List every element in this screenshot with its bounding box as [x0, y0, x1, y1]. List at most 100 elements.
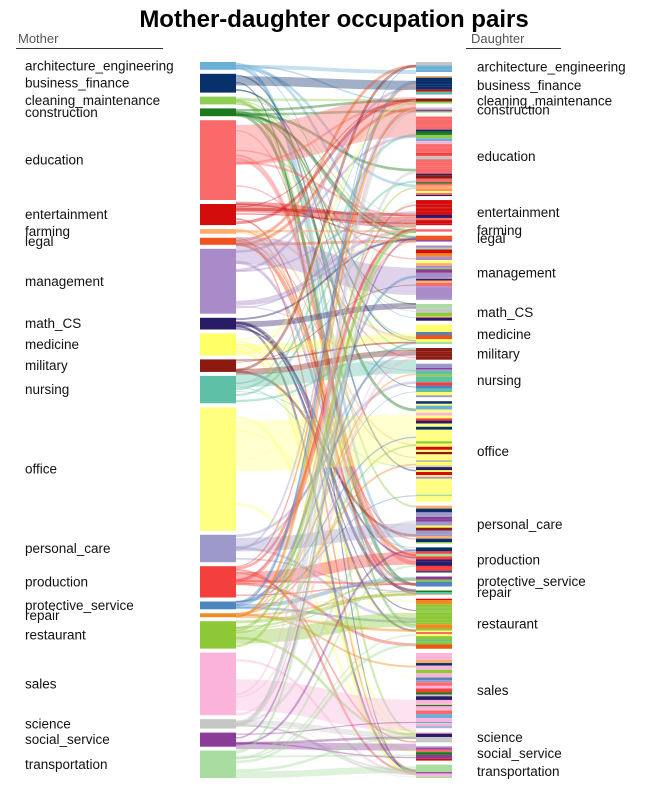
daughter-segment — [416, 211, 452, 215]
flow-farming-to-medicine — [235, 229, 417, 340]
daughter-node-office — [416, 401, 452, 502]
daughter-segment — [416, 189, 452, 191]
daughter-segment — [416, 89, 452, 92]
daughter-segment — [416, 339, 452, 342]
flow-medicine-to-transportation — [235, 347, 417, 775]
daughter-segment — [416, 405, 452, 410]
daughter-label-protective_service: protective_service — [477, 574, 586, 589]
daughter-segment — [416, 590, 452, 592]
daughter-segment — [416, 207, 452, 209]
daughter-segment — [416, 144, 452, 148]
flow-construction-to-education — [235, 111, 417, 172]
daughter-label-medicine: medicine — [477, 327, 531, 342]
daughter-segment — [416, 710, 452, 715]
daughter-segment — [416, 508, 452, 513]
daughter-label-social_service: social_service — [477, 746, 562, 761]
flow-construction-to-protective_service — [235, 113, 417, 586]
flow-layer — [235, 62, 417, 779]
daughter-segment — [416, 688, 452, 693]
daughter-segment — [416, 420, 452, 424]
daughter-label-repair: repair — [477, 585, 512, 600]
daughter-segment — [416, 107, 452, 110]
flow-repair-to-construction — [235, 106, 417, 618]
flow-transportation-to-science — [235, 736, 417, 772]
daughter-segment — [416, 776, 452, 778]
flow-science-to-science — [235, 725, 417, 739]
flow-restaurant-to-farming — [235, 229, 417, 648]
daughter-segment — [416, 592, 452, 595]
daughter-label-business_finance: business_finance — [477, 78, 581, 93]
daughter-segment — [416, 604, 452, 608]
mother-label-architecture_engineering: architecture_engineering — [25, 58, 174, 73]
flow-legal-to-transportation — [235, 237, 417, 771]
flow-entertainment-to-entertainment — [235, 213, 417, 224]
daughter-segment — [416, 559, 452, 562]
flow-business_finance-to-office — [235, 74, 417, 472]
flow-sales-to-transportation — [235, 659, 417, 775]
flow-architecture_engineering-to-production — [235, 65, 417, 554]
daughter-segment — [416, 619, 452, 623]
daughter-segment — [416, 376, 452, 378]
mother-label-management: management — [25, 274, 104, 289]
flow-nursing-to-education — [235, 180, 417, 397]
daughter-segment — [416, 561, 452, 566]
daughter-label-management: management — [477, 265, 556, 280]
flow-math_CS-to-restaurant — [235, 321, 417, 632]
daughter-segment — [416, 182, 452, 184]
daughter-segment — [416, 494, 452, 497]
flow-construction-to-office — [235, 112, 417, 412]
daughter-segment — [416, 155, 452, 160]
flow-legal-to-protective_service — [235, 243, 417, 586]
flow-personal_care-to-military — [235, 352, 417, 549]
flow-math_CS-to-legal — [235, 238, 417, 321]
mother-label-protective_service: protective_service — [25, 598, 134, 613]
daughter-segment — [416, 748, 452, 750]
daughter-segment — [416, 86, 452, 90]
daughter-segment — [416, 571, 452, 573]
daughter-segment — [416, 553, 452, 557]
daughter-segment — [416, 692, 452, 695]
flow-science-to-farming — [235, 229, 417, 726]
flow-construction-to-construction — [235, 109, 417, 116]
daughter-node-science — [416, 732, 452, 743]
daughter-segment — [416, 723, 452, 727]
mother-node-layer — [200, 62, 236, 778]
mother-node-transportation — [200, 750, 236, 778]
mother-label-social_service: social_service — [25, 732, 110, 747]
flow-cleaning_maintenance-to-cleaning_maintenance — [235, 98, 417, 102]
flow-social_service-to-production — [235, 549, 417, 746]
daughter-segment — [416, 247, 452, 250]
daughter-segment — [416, 669, 452, 674]
daughter-node-nursing — [416, 363, 452, 398]
flow-production-to-transportation — [235, 568, 417, 774]
flow-education-to-cleaning_maintenance — [235, 102, 417, 165]
flow-production-to-protective_service — [235, 580, 417, 585]
daughter-segment — [416, 76, 452, 78]
daughter-segment — [416, 369, 452, 371]
daughter-label-production: production — [477, 552, 540, 567]
flow-business_finance-to-nursing — [235, 89, 417, 388]
flow-architecture_engineering-to-farming — [235, 63, 417, 233]
daughter-segment — [416, 279, 452, 281]
flow-cleaning_maintenance-to-personal_care — [235, 101, 417, 508]
flow-production-to-farming — [235, 228, 417, 570]
daughter-node-restaurant — [416, 598, 452, 649]
daughter-segment — [416, 123, 452, 126]
flow-social_service-to-legal — [235, 236, 417, 739]
flow-restaurant-to-farming — [235, 230, 417, 630]
mother-node-cleaning_maintenance — [200, 96, 236, 105]
daughter-segment — [416, 694, 452, 697]
daughter-segment — [416, 256, 452, 261]
mother-node-science — [200, 719, 236, 729]
mother-label-military: military — [25, 358, 68, 373]
mother-label-transportation: transportation — [25, 757, 108, 772]
mother-node-education — [200, 120, 236, 200]
flow-education-to-production — [235, 130, 417, 563]
flow-business_finance-to-business_finance — [235, 76, 417, 90]
daughter-segment — [416, 607, 452, 609]
daughter-label-architecture_engineering: architecture_engineering — [477, 60, 626, 75]
daughter-segment — [416, 527, 452, 531]
mother-label-medicine: medicine — [25, 337, 79, 352]
daughter-segment — [416, 538, 452, 543]
